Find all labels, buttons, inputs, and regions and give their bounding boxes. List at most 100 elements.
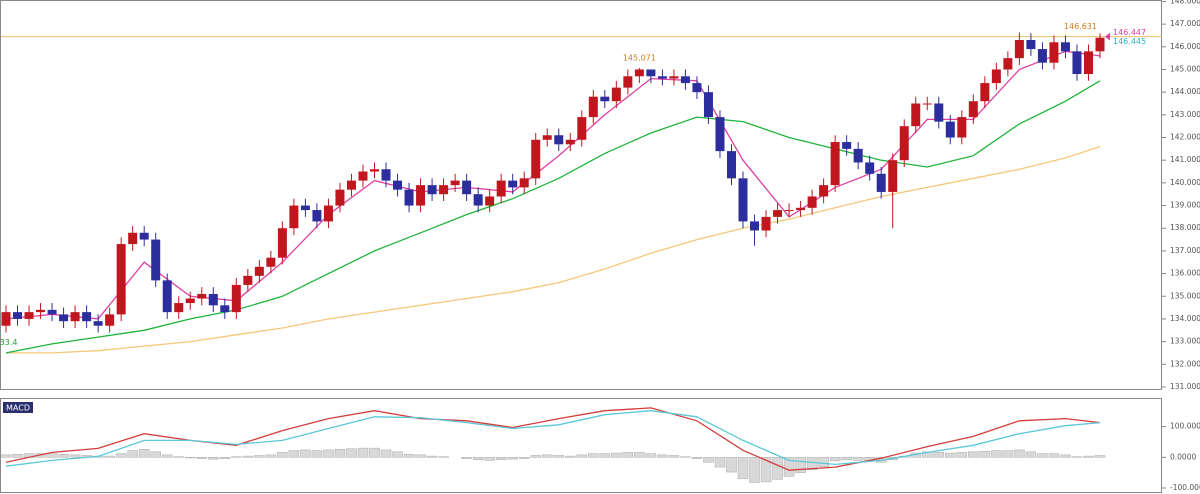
histogram-bar <box>507 457 518 460</box>
candle-body <box>945 121 955 138</box>
y-tick-label: 141.000 <box>1170 155 1200 164</box>
candle-body <box>128 232 138 245</box>
histogram-bar <box>1048 453 1060 458</box>
candle-body <box>220 305 230 313</box>
histogram-bar <box>703 457 714 463</box>
candle-body <box>853 148 863 163</box>
candle-body <box>289 205 299 229</box>
histogram-bar <box>1094 455 1106 458</box>
histogram-bar <box>403 453 415 458</box>
candle-body <box>784 210 794 212</box>
moving-average <box>6 145 1101 354</box>
candle-body <box>13 312 23 319</box>
candle-body <box>404 189 414 206</box>
histogram-bar <box>657 454 668 458</box>
histogram-bar <box>1060 454 1071 458</box>
y-tick-label: 137.000 <box>1170 246 1200 255</box>
histogram-bar <box>945 452 956 458</box>
candle-body <box>323 205 333 222</box>
candle-body <box>266 257 276 267</box>
candle-body <box>70 312 80 322</box>
candle-body <box>726 151 736 179</box>
candle-body <box>911 103 921 127</box>
alt-price-label: 146.445 <box>1113 37 1146 46</box>
histogram-bar <box>69 454 81 458</box>
candle-body <box>1060 42 1070 52</box>
y-tick-label: 100.0000 <box>1170 422 1200 431</box>
candle-body <box>1037 49 1047 63</box>
histogram-bar <box>599 453 611 458</box>
histogram-bar <box>760 457 772 483</box>
histogram-bar <box>530 455 541 458</box>
candle-body <box>450 180 460 186</box>
histogram-bar <box>795 457 806 473</box>
candle-body <box>703 92 713 118</box>
candle-body <box>300 205 310 211</box>
histogram-bar <box>991 450 1002 458</box>
histogram-bar <box>783 457 795 477</box>
histogram-bar <box>138 449 150 458</box>
candle-body <box>416 185 426 206</box>
candle-body <box>24 312 34 319</box>
histogram-bar <box>611 452 622 458</box>
histogram-bar <box>461 457 472 459</box>
histogram-bar <box>208 457 219 460</box>
histogram-bar <box>438 456 449 458</box>
y-tick-label: 0.0000 <box>1170 452 1196 461</box>
histogram-bar <box>668 455 680 458</box>
candle-body <box>761 216 771 231</box>
candle-body <box>554 135 564 145</box>
macd-title-box <box>3 402 33 413</box>
candle-body <box>162 280 172 313</box>
histogram-bar <box>645 453 657 458</box>
histogram-bar <box>415 454 426 458</box>
high-label: 146.631 <box>1064 22 1097 31</box>
candle-body <box>485 196 495 206</box>
histogram-bar <box>1071 456 1083 458</box>
candle-body <box>427 185 437 195</box>
candle-body <box>577 117 587 140</box>
y-tick-label: 138.000 <box>1170 223 1200 232</box>
candle-body <box>1049 42 1059 63</box>
histogram-bar <box>323 449 334 458</box>
candle-body <box>623 76 633 88</box>
histogram-bar <box>933 452 945 458</box>
candle-body <box>922 103 932 105</box>
candle-body <box>1072 51 1082 75</box>
histogram-bar <box>484 457 495 461</box>
histogram-bar <box>772 457 783 480</box>
histogram-bar <box>818 457 829 467</box>
histogram-bar <box>369 447 380 458</box>
candle-body <box>819 185 829 197</box>
histogram-bar <box>968 451 979 458</box>
histogram-bar <box>277 452 288 458</box>
histogram-bar <box>254 455 265 458</box>
candle-body <box>692 83 702 93</box>
candle-body <box>888 160 898 192</box>
candle-body <box>750 221 760 231</box>
histogram-bar <box>311 450 323 458</box>
histogram-bar <box>1014 449 1025 458</box>
y-tick-label: 139.000 <box>1170 201 1200 210</box>
candle-body <box>634 69 644 77</box>
histogram-bar <box>622 452 634 458</box>
candle-body <box>185 298 195 304</box>
candle-body <box>208 293 218 306</box>
histogram-bar <box>357 447 369 458</box>
candle-body <box>82 312 92 322</box>
candle-body <box>116 244 126 315</box>
candle-body <box>139 232 149 240</box>
candle-body <box>876 173 886 192</box>
histogram-bar <box>346 448 357 458</box>
histogram-bar <box>1037 453 1048 458</box>
candle-body <box>277 228 287 258</box>
histogram-bar <box>634 452 645 458</box>
histogram-bar <box>219 457 231 459</box>
candle-body <box>842 142 852 149</box>
candle-body <box>1014 40 1024 59</box>
candle-body <box>439 185 449 195</box>
histogram-bar <box>288 450 300 458</box>
candle-body <box>59 314 69 322</box>
candle-body <box>657 76 667 79</box>
